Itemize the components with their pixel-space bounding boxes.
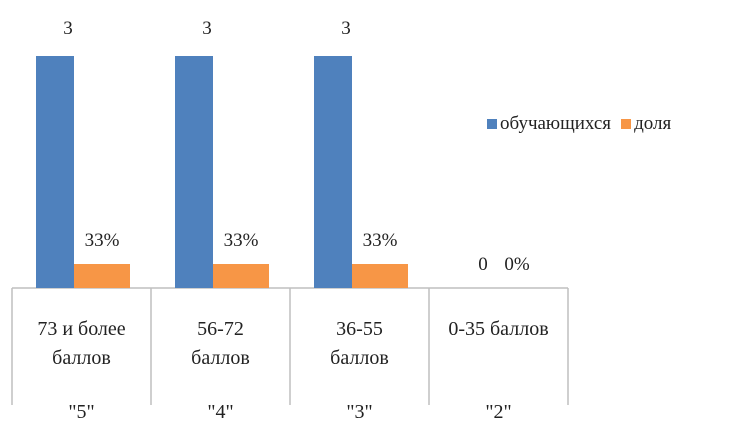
data-label-students: 3 bbox=[202, 18, 212, 39]
category-label-line1: 0-35 баллов bbox=[448, 318, 548, 340]
category-label-line2: баллов bbox=[52, 347, 111, 369]
legend-swatch-share bbox=[621, 119, 632, 129]
legend-item-share: доля bbox=[621, 113, 671, 135]
bar-share bbox=[213, 264, 269, 288]
data-label-students: 3 bbox=[341, 18, 351, 39]
data-label-students: 0 bbox=[478, 254, 488, 275]
legend-swatch-students bbox=[487, 119, 497, 129]
category-label-grade: "2" bbox=[485, 401, 511, 423]
category-label-line1: 36-55 bbox=[336, 318, 383, 340]
legend-item-students: обучающихся bbox=[487, 113, 611, 135]
data-label-share: 0% bbox=[504, 254, 530, 275]
category-label-line1: 73 и более bbox=[37, 318, 125, 340]
data-label-share: 33% bbox=[224, 230, 259, 251]
legend: обучающихся доля bbox=[487, 113, 681, 135]
bar-students bbox=[314, 56, 352, 288]
data-label-students: 3 bbox=[63, 18, 73, 39]
category-label-grade: "4" bbox=[207, 401, 233, 423]
bar-students bbox=[36, 56, 74, 288]
category-label-grade: "5" bbox=[68, 401, 94, 423]
category-label-grade: "3" bbox=[346, 401, 372, 423]
bar-share bbox=[352, 264, 408, 288]
legend-label-students: обучающихся bbox=[500, 113, 612, 134]
data-label-share: 33% bbox=[363, 230, 398, 251]
legend-label-share: доля bbox=[634, 113, 672, 134]
category-label-line2: баллов bbox=[191, 347, 250, 369]
category-label-line2: баллов bbox=[330, 347, 389, 369]
category-label-line1: 56-72 bbox=[197, 318, 244, 340]
bar-students bbox=[175, 56, 213, 288]
bar-share bbox=[74, 264, 130, 288]
data-label-share: 33% bbox=[85, 230, 120, 251]
